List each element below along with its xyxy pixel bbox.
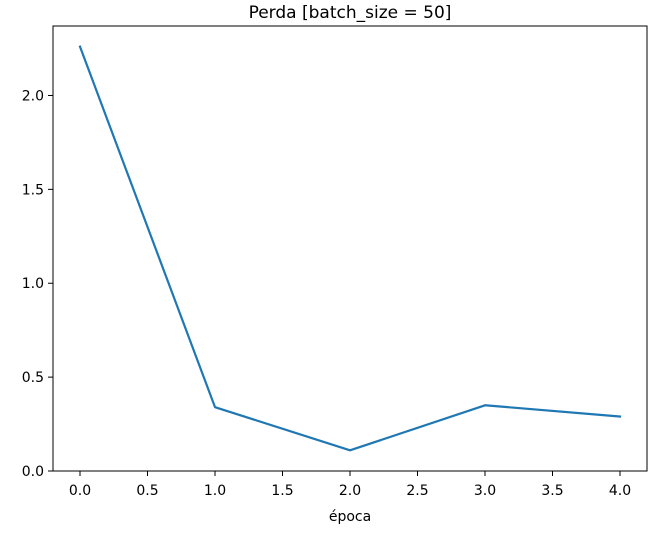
x-tick-label: 0.5 (136, 483, 158, 499)
x-tick-label: 3.0 (474, 483, 496, 499)
x-tick-label: 3.5 (541, 483, 563, 499)
x-tick-label: 4.0 (609, 483, 631, 499)
x-axis: 0.0 0.5 1.0 1.5 2.0 2.5 3.0 3.5 4.0 (69, 471, 631, 499)
x-tick-label: 0.0 (69, 483, 91, 499)
plot-area (52, 25, 648, 472)
x-tick-label: 2.5 (406, 483, 428, 499)
chart-title: Perda [batch_size = 50] (249, 3, 452, 23)
y-tick-label: 2.0 (22, 88, 44, 104)
y-tick-label: 0.5 (22, 370, 44, 386)
x-tick-label: 2.0 (339, 483, 361, 499)
x-axis-label: época (329, 509, 371, 525)
x-tick-label: 1.0 (204, 483, 226, 499)
y-tick-label: 1.0 (22, 276, 44, 292)
x-tick-label: 1.5 (271, 483, 293, 499)
y-axis: 0.0 0.5 1.0 1.5 2.0 (22, 88, 53, 480)
loss-line (78, 45, 622, 452)
plot-background (53, 26, 647, 471)
y-tick-label: 0.0 (22, 464, 44, 480)
y-tick-label: 1.5 (22, 182, 44, 198)
